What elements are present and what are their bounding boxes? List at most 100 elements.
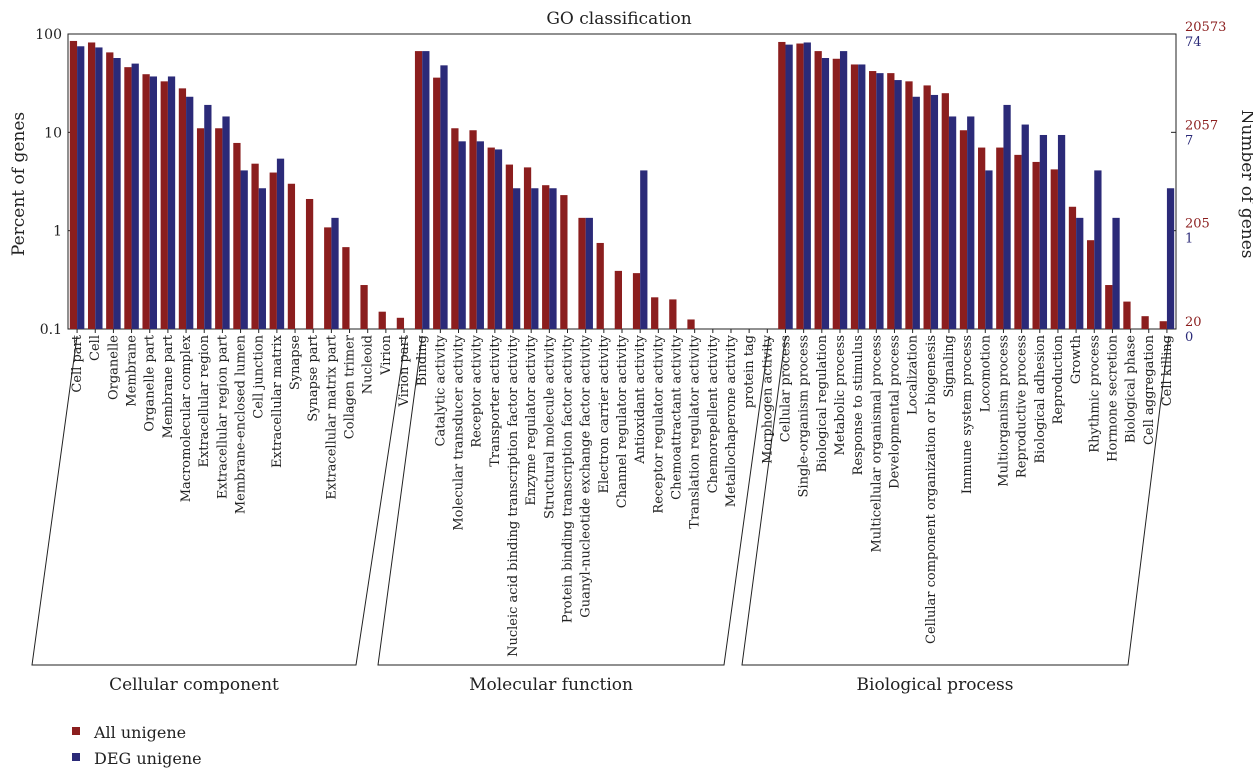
- x-tick-label: Receptor activity: [470, 334, 485, 447]
- x-tick-label: Membrane part: [161, 334, 176, 438]
- bar-all: [124, 67, 132, 330]
- bar-all: [142, 74, 150, 330]
- bar-deg: [549, 188, 557, 329]
- bar-all: [941, 93, 949, 329]
- legend-swatch-deg: [72, 753, 80, 761]
- bar-all: [669, 299, 677, 329]
- x-tick-label: Synapse: [288, 335, 303, 390]
- bar-all: [505, 164, 514, 329]
- x-tick-label: Binding: [415, 335, 430, 386]
- bar-deg: [458, 141, 466, 329]
- x-tick-label: Synapse part: [306, 334, 321, 421]
- x-tick-label: Channel regulator activity: [615, 334, 630, 508]
- bar-all: [560, 195, 568, 329]
- bar-all: [869, 71, 877, 329]
- bar-all: [396, 317, 405, 329]
- x-tick-label: Chemoattractant activity: [669, 334, 684, 499]
- bar-all: [324, 227, 332, 329]
- x-tick-label: Receptor regulator activity: [651, 334, 666, 513]
- bar-all: [614, 270, 622, 329]
- bar-all: [1086, 240, 1095, 329]
- bar-all: [487, 147, 495, 329]
- x-tick-label: Localization: [906, 334, 921, 415]
- bar-deg: [513, 188, 521, 329]
- x-tick-label: protein tag: [742, 335, 757, 408]
- x-tick-label: Enzyme regulator activity: [524, 334, 539, 505]
- bar-deg: [858, 64, 866, 329]
- x-tick-label: Chemorepellent activity: [706, 334, 721, 493]
- x-tick-label: Immune system process: [960, 335, 975, 494]
- bar-all: [251, 163, 259, 329]
- x-tick-label: Nucleoid: [361, 335, 376, 394]
- x-tick-label: Extracellular region: [197, 334, 212, 467]
- bar-all: [832, 58, 840, 330]
- bar-deg: [258, 188, 266, 329]
- x-tick-label: Hormone secretion: [1105, 334, 1120, 461]
- bar-deg: [1039, 134, 1048, 329]
- chart-title: GO classification: [546, 9, 691, 29]
- x-tick-label: Virion: [379, 334, 394, 376]
- x-tick-label: Guanyl-nucleotide exchange factor activi…: [579, 334, 594, 617]
- x-tick-label: Molecular transducer activity: [452, 334, 467, 530]
- x-tick-label: Multicellular organismal process: [869, 335, 884, 553]
- bar-deg: [1021, 124, 1029, 329]
- bar-all: [596, 242, 604, 329]
- bar-deg: [204, 104, 212, 329]
- x-tick-label: Membrane-enclosed lumen: [234, 334, 249, 514]
- bar-all: [106, 52, 114, 330]
- x-tick-label: Signaling: [942, 335, 957, 398]
- x-tick-label: Reproduction: [1051, 334, 1066, 424]
- bar-deg: [803, 42, 811, 329]
- x-tick-label: Electron carrier activity: [597, 334, 612, 493]
- bar-deg: [494, 149, 503, 329]
- bar-deg: [1094, 170, 1102, 329]
- legend-label-all: All unigene: [93, 723, 186, 742]
- legend-label-deg: DEG unigene: [94, 749, 202, 768]
- bar-all: [451, 128, 459, 329]
- bar-all: [1032, 161, 1040, 329]
- y-axis-label-right: Number of genes: [1237, 109, 1253, 258]
- bar-deg: [95, 47, 103, 330]
- bar-all: [433, 77, 441, 330]
- bar-deg: [1166, 188, 1175, 329]
- bar-all: [469, 130, 477, 329]
- bar-deg: [948, 116, 957, 329]
- bar-all: [687, 319, 695, 329]
- bar-all: [578, 217, 586, 329]
- bar-deg: [876, 73, 884, 329]
- bar-deg: [422, 51, 430, 329]
- bar-all: [850, 64, 859, 329]
- bar-deg: [276, 158, 285, 329]
- x-tick-label: Multiorganism process: [996, 335, 1011, 487]
- bar-deg: [894, 80, 902, 329]
- group-bracket: [741, 335, 1170, 666]
- bar-deg: [821, 58, 830, 329]
- bar-all: [523, 167, 532, 329]
- x-tick-label: Translation regulator activity: [688, 334, 703, 528]
- x-tick-label: Developmental process: [887, 335, 902, 489]
- bar-all: [651, 297, 659, 329]
- x-tick-label: Cell junction: [252, 334, 267, 418]
- x-tick-label: Cell aggregation: [1142, 334, 1157, 445]
- bar-deg: [967, 116, 975, 329]
- bar-deg: [476, 141, 484, 329]
- bar-deg: [113, 58, 121, 329]
- x-tick-label: Extracellular region part: [215, 334, 230, 499]
- bar-deg: [440, 65, 448, 330]
- x-tick-label: Antioxidant activity: [633, 334, 648, 464]
- x-tick-label: Organelle: [106, 335, 121, 400]
- x-tick-label: Protein binding transcription factor act…: [561, 334, 576, 623]
- bar-deg: [222, 116, 230, 329]
- x-tick-label: Membrane: [125, 335, 140, 407]
- bar-all: [305, 198, 314, 329]
- x-tick-label: Virion part: [397, 334, 412, 407]
- legend-swatch-all: [72, 727, 80, 735]
- bar-deg: [640, 170, 648, 329]
- bar-all: [796, 43, 804, 330]
- bar-all: [1068, 206, 1077, 329]
- bar-deg: [186, 96, 194, 329]
- bar-all: [1050, 169, 1058, 329]
- y-tick-label-right-deg: 7: [1185, 133, 1193, 148]
- x-tick-label: Single-organism process: [797, 335, 812, 497]
